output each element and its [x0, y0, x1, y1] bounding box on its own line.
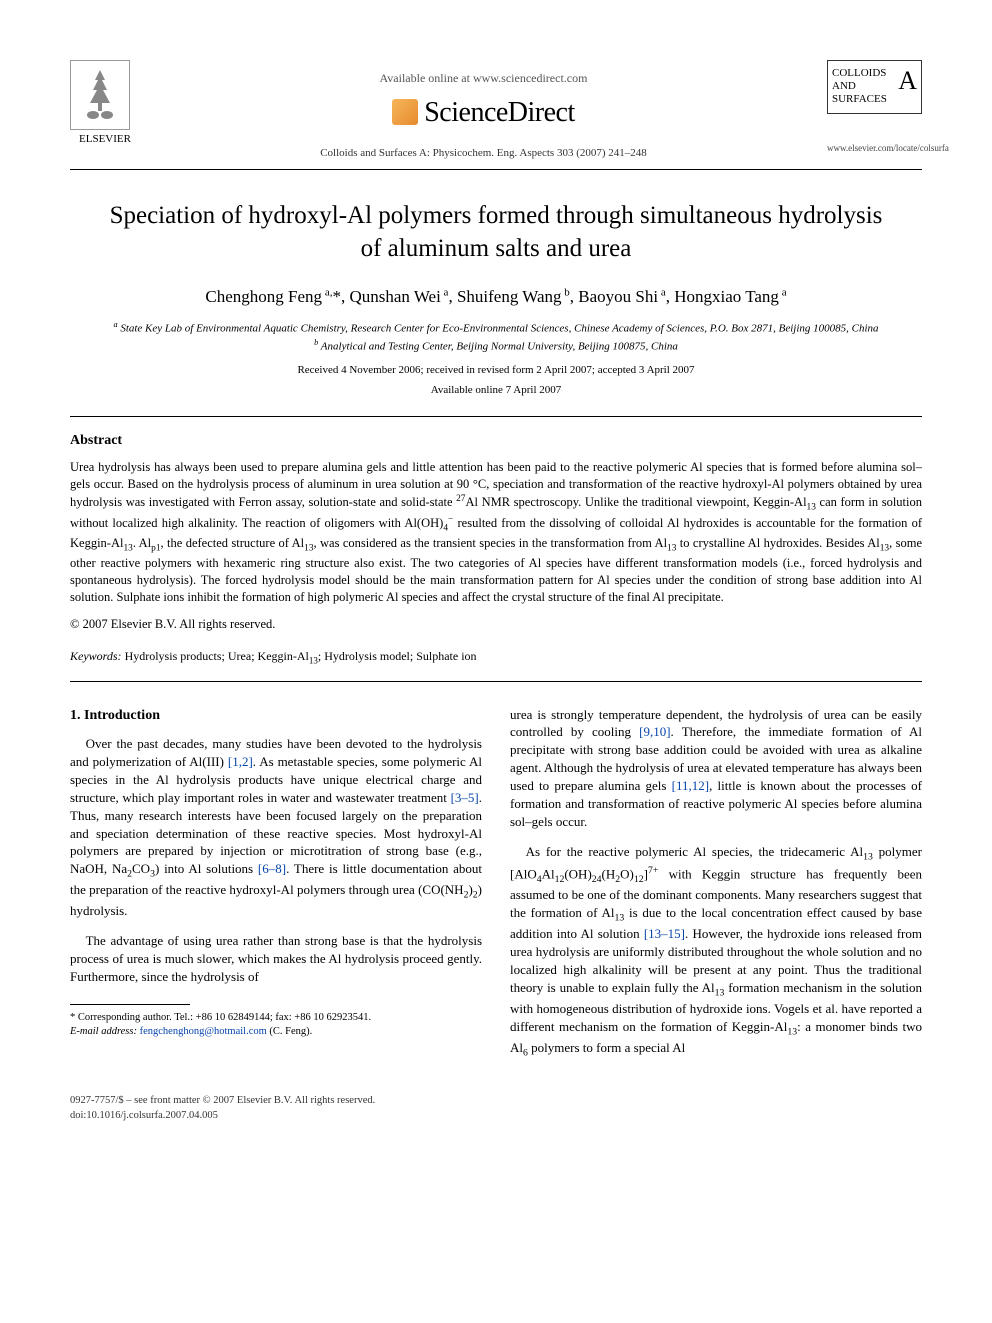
footnote-separator	[70, 1004, 190, 1005]
abstract-bottom-rule	[70, 681, 922, 682]
keywords-label: Keywords:	[70, 649, 122, 663]
two-column-body: 1. Introduction Over the past decades, m…	[70, 706, 922, 1073]
footer-copyright: 0927-7757/$ – see front matter © 2007 El…	[70, 1094, 375, 1109]
center-header: Available online at www.sciencedirect.co…	[140, 60, 827, 161]
page-container: ELSEVIER Available online at www.science…	[0, 0, 992, 1164]
authors-line: Chenghong Feng a,*, Qunshan Wei a, Shuif…	[70, 285, 922, 309]
sciencedirect-icon	[392, 99, 418, 125]
left-column: 1. Introduction Over the past decades, m…	[70, 706, 482, 1073]
footnote-block: * Corresponding author. Tel.: +86 10 628…	[70, 1011, 482, 1038]
keywords-text: Hydrolysis products; Urea; Keggin-Al13; …	[125, 649, 477, 663]
abstract-heading: Abstract	[70, 431, 922, 451]
intro-p4: As for the reactive polymeric Al species…	[510, 843, 922, 1060]
received-dates: Received 4 November 2006; received in re…	[70, 363, 922, 378]
email-link[interactable]: fengchenghong@hotmail.com	[140, 1026, 267, 1037]
elsevier-label: ELSEVIER	[70, 132, 140, 147]
email-label: E-mail address:	[70, 1026, 137, 1037]
footer-left: 0927-7757/$ – see front matter © 2007 El…	[70, 1094, 375, 1123]
intro-heading: 1. Introduction	[70, 706, 482, 725]
header-row: ELSEVIER Available online at www.science…	[70, 60, 922, 161]
footer-doi: doi:10.1016/j.colsurfa.2007.04.005	[70, 1109, 375, 1124]
ref-link[interactable]: [11,12]	[672, 778, 709, 793]
email-line: E-mail address: fengchenghong@hotmail.co…	[70, 1025, 482, 1039]
top-rule	[70, 169, 922, 170]
abstract-body: Urea hydrolysis has always been used to …	[70, 459, 922, 606]
ref-link[interactable]: [9,10]	[639, 724, 670, 739]
abstract-top-rule	[70, 416, 922, 417]
abstract-copyright: © 2007 Elsevier B.V. All rights reserved…	[70, 616, 922, 634]
ref-link[interactable]: [13–15]	[644, 926, 685, 941]
page-footer: 0927-7757/$ – see front matter © 2007 El…	[70, 1094, 922, 1123]
intro-p2: The advantage of using urea rather than …	[70, 932, 482, 986]
sciencedirect-text: ScienceDirect	[424, 93, 575, 132]
available-online-text: Available online at www.sciencedirect.co…	[140, 70, 827, 87]
right-column: urea is strongly temperature dependent, …	[510, 706, 922, 1073]
ref-link[interactable]: [1,2]	[228, 754, 253, 769]
affiliation-b: b Analytical and Testing Center, Beijing…	[70, 337, 922, 355]
ref-link[interactable]: [6–8]	[258, 861, 286, 876]
journal-logo-block: A COLLOIDS AND SURFACES www.elsevier.com…	[827, 60, 922, 154]
intro-p3: urea is strongly temperature dependent, …	[510, 706, 922, 832]
online-date: Available online 7 April 2007	[70, 383, 922, 398]
article-title: Speciation of hydroxyl-Al polymers forme…	[100, 200, 892, 265]
email-tail: (C. Feng).	[269, 1026, 312, 1037]
affiliation-a: a State Key Lab of Environmental Aquatic…	[70, 319, 922, 337]
journal-citation: Colloids and Surfaces A: Physicochem. En…	[140, 146, 827, 161]
colloids-big-a: A	[898, 65, 917, 96]
journal-url: www.elsevier.com/locate/colsurfa	[827, 142, 922, 155]
colloids-box: A COLLOIDS AND SURFACES	[827, 60, 922, 114]
elsevier-logo-block: ELSEVIER	[70, 60, 140, 147]
affiliations: a State Key Lab of Environmental Aquatic…	[70, 319, 922, 355]
ref-link[interactable]: [3–5]	[451, 790, 479, 805]
intro-p1: Over the past decades, many studies have…	[70, 735, 482, 921]
tree-icon	[75, 65, 125, 125]
sciencedirect-logo: ScienceDirect	[392, 93, 575, 132]
elsevier-tree-icon	[70, 60, 130, 130]
corresponding-author: * Corresponding author. Tel.: +86 10 628…	[70, 1011, 482, 1025]
keywords-line: Keywords: Hydrolysis products; Urea; Keg…	[70, 648, 922, 667]
